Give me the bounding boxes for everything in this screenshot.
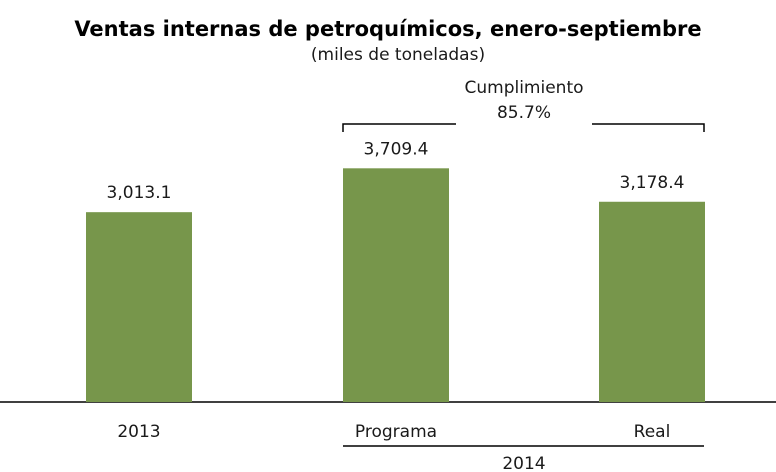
- annotation-value: 85.7%: [497, 103, 551, 123]
- x-tick-label: 2013: [117, 422, 160, 442]
- bar: [86, 212, 192, 402]
- value-label: 3,013.1: [107, 183, 172, 203]
- bar: [343, 168, 449, 402]
- value-label: 3,709.4: [364, 139, 429, 159]
- value-label: 3,178.4: [620, 173, 685, 193]
- annotation-text: Cumplimiento: [464, 78, 583, 98]
- x-tick-label: Programa: [355, 422, 437, 442]
- annotation-bracket: [342, 123, 705, 132]
- chart-title: Ventas internas de petroquímicos, enero-…: [74, 17, 701, 41]
- bar: [599, 201, 705, 402]
- group-label: 2014: [502, 454, 545, 472]
- chart-subtitle: (miles de toneladas): [311, 45, 485, 65]
- x-tick-label: Real: [634, 422, 671, 442]
